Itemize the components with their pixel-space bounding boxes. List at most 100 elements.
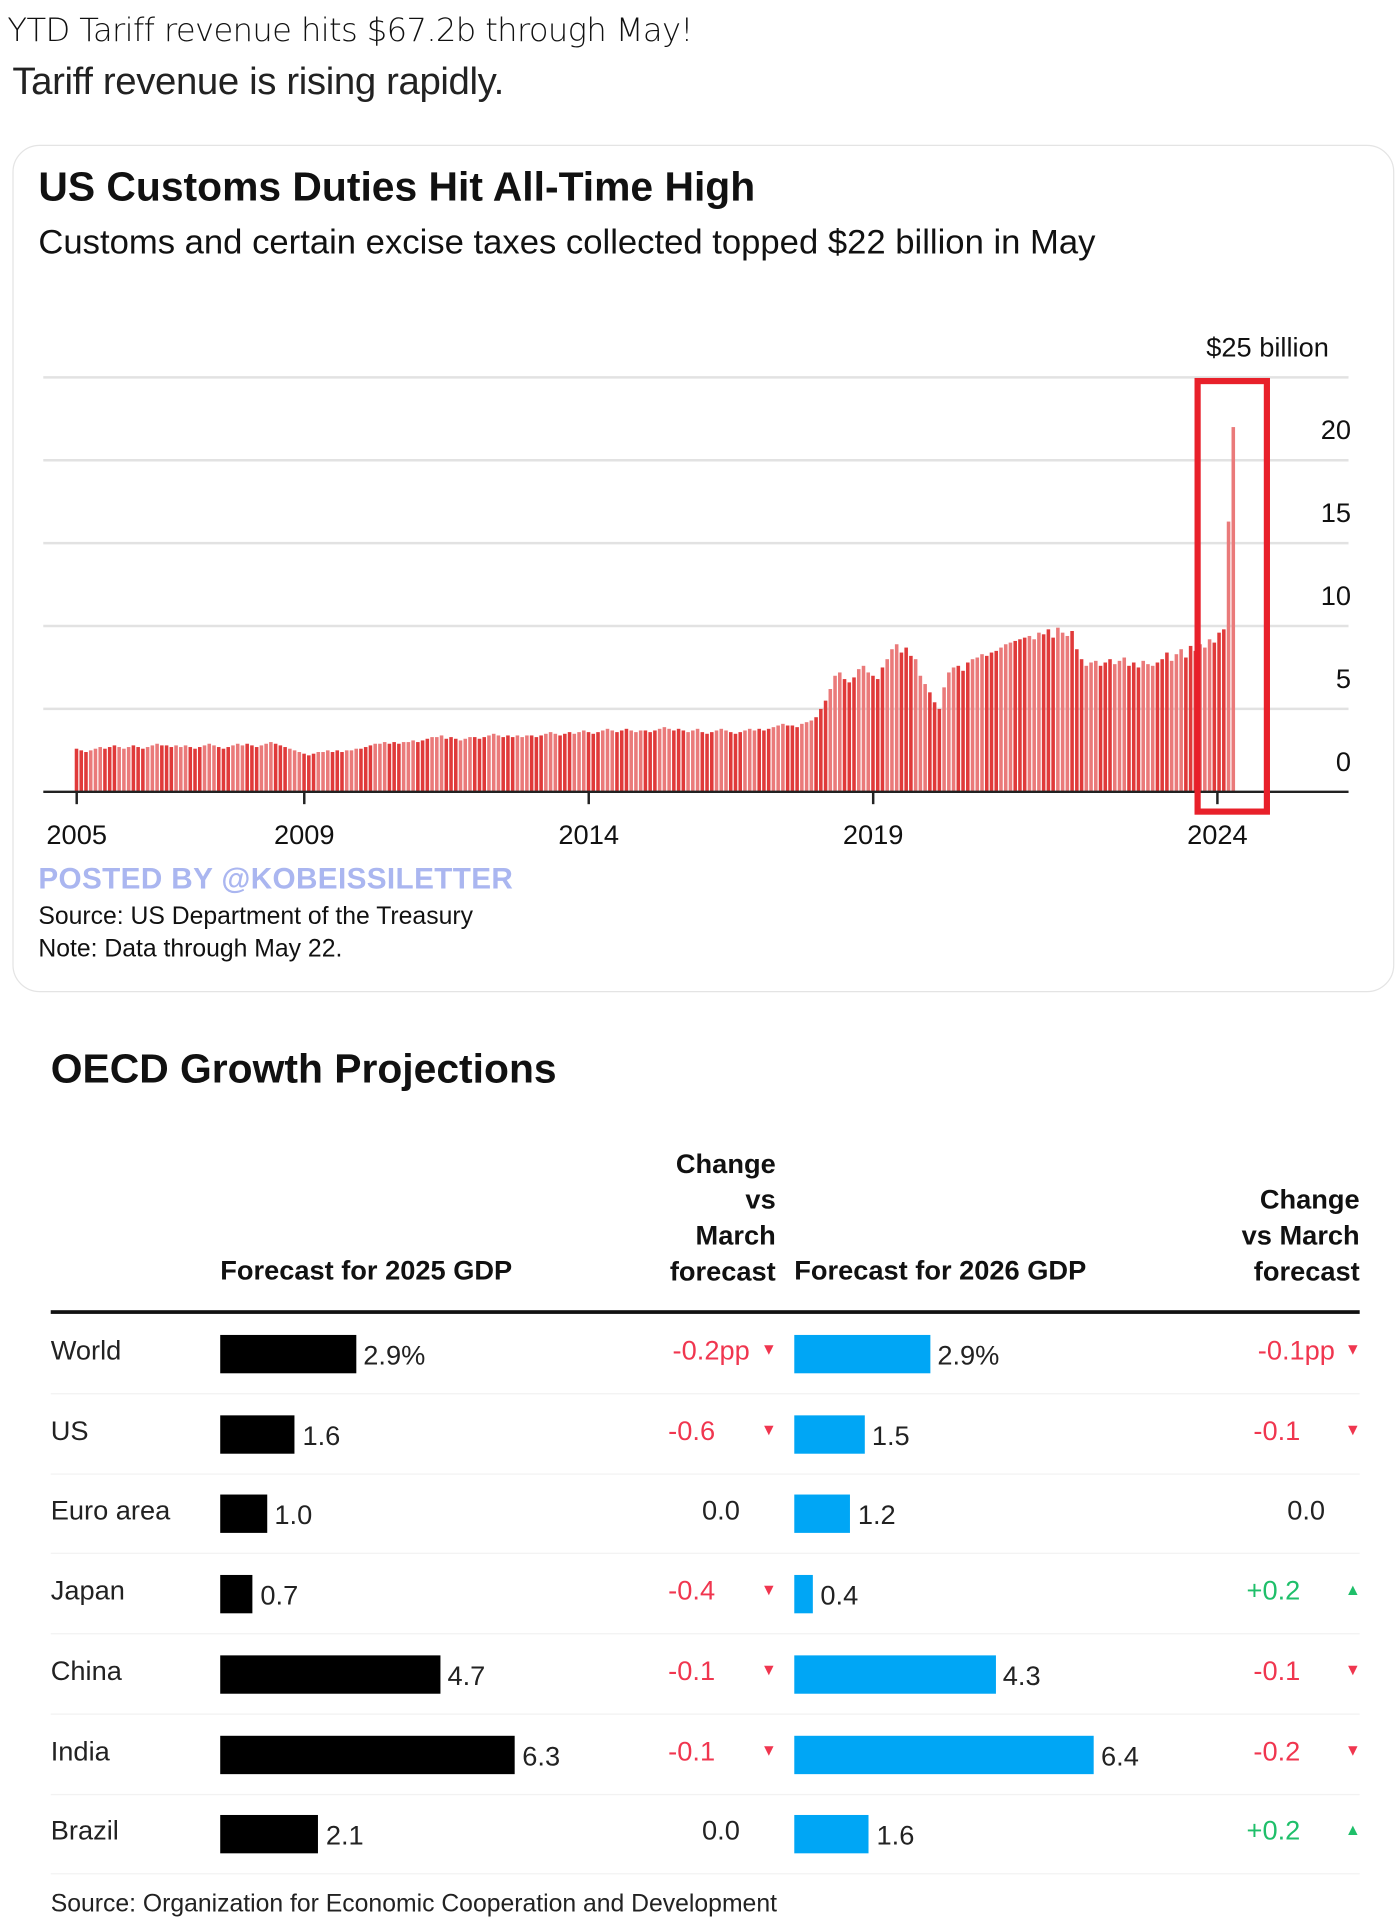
header-line: March [695,1219,776,1251]
data-bar [781,723,785,792]
data-bar [93,748,98,792]
chart-source: Source: US Department of the Treasury [38,903,473,931]
data-bar [1051,637,1055,792]
data-bar [269,742,273,792]
data-bar [951,667,956,792]
table-row: Brazil 2.1 0.0 1.6 +0.2 ▲ [50,1793,1361,1875]
change-2025: -0.1 [668,1735,716,1767]
change-2026: 0.0 [1287,1495,1326,1526]
header-change-2025: Change vs March forecast [619,1146,776,1290]
data-bar [496,735,501,792]
customs-chart [43,376,1349,815]
data-bar [335,750,340,792]
data-bar [297,752,302,792]
data-bar [828,689,833,792]
post-headline: YTD Tariff revenue hits $67.2b through M… [7,12,693,50]
data-bar [681,730,686,792]
header-line: forecast [1253,1255,1360,1287]
bar-2025 [220,1575,253,1614]
data-bar [468,737,472,792]
table-row: US 1.6 -0.6 ▼ 1.5 -0.1 ▼ [50,1393,1361,1475]
data-bar [444,738,449,792]
data-bar [909,655,913,792]
data-bar [947,672,951,792]
data-bar [738,732,743,792]
data-bar [491,733,496,792]
data-bar [250,745,254,792]
arrow-up-icon: ▲ [1344,1820,1361,1839]
y-tick-label: 0 [1335,746,1352,777]
data-bar [321,752,325,792]
header-change-2026: Change vs March forecast [1175,1182,1360,1290]
data-bar [1131,662,1136,792]
data-bar [1226,521,1231,792]
data-bar [411,740,415,792]
x-tick-label: 2005 [46,819,107,850]
change-2025: -0.4 [668,1575,716,1607]
data-bar [122,748,126,792]
data-bar [980,654,984,792]
data-bar [771,727,776,792]
data-bar [520,737,524,792]
data-bar [1127,665,1131,792]
bar-2025 [220,1655,441,1694]
data-bar [1079,659,1084,792]
data-bar [387,743,392,792]
data-bar [349,750,354,792]
data-bar [212,745,216,792]
data-bar [1179,649,1183,792]
data-bar [425,738,430,792]
data-bar [1094,660,1098,792]
data-bar [1003,644,1008,792]
header-line: vs [745,1184,776,1215]
data-bar [885,659,889,792]
country-label: Euro area [50,1495,171,1526]
data-bar [397,743,401,792]
arrow-down-icon: ▼ [1344,1660,1361,1679]
data-bar [197,747,202,792]
data-bar [752,730,757,792]
data-bar [932,702,937,792]
data-bar [472,737,477,792]
data-bar [1070,630,1074,792]
watermark: POSTED BY @KOBEISSILETTER [38,862,514,896]
data-bar [226,747,230,792]
data-bar [695,728,700,792]
arrow-down-icon: ▼ [1344,1740,1361,1759]
data-bar [743,730,747,792]
header-forecast-2025: Forecast for 2025 GDP [220,1254,513,1286]
data-bar [856,669,861,792]
data-bar [416,742,420,792]
data-bar [302,753,306,792]
data-bar [567,732,572,792]
data-bar [254,747,259,792]
header-line: forecast [669,1255,776,1287]
bar-2026 [794,1655,996,1694]
value-2026: 4.3 [1002,1660,1041,1692]
data-bar [871,675,875,792]
data-bar [1089,662,1093,792]
data-bar [382,742,387,792]
table-row: Euro area 1.0 0.0 1.2 0.0 [50,1473,1360,1555]
data-bar [183,745,188,792]
y-unit-label: $25 billion [1206,331,1329,363]
table-row: China 4.7 -0.1 ▼ 4.3 -0.1 ▼ [50,1633,1361,1715]
header-rule [50,1310,1360,1314]
data-bar [880,667,885,792]
table-row: India 6.3 -0.1 ▼ 6.4 -0.2 ▼ [50,1713,1361,1795]
arrow-up-icon: ▲ [1344,1580,1361,1599]
data-bar [1141,660,1145,792]
data-bar [1136,667,1141,792]
data-bar [363,747,368,792]
data-bar [662,727,667,792]
data-bar [923,684,927,792]
data-bar [842,679,847,792]
data-bar [420,740,425,792]
data-bar [164,745,169,792]
data-bar [785,725,790,792]
data-bar [126,747,131,792]
data-bar [74,748,79,792]
value-2025: 2.1 [325,1820,364,1852]
data-bar [634,732,638,792]
data-bar [809,720,814,792]
